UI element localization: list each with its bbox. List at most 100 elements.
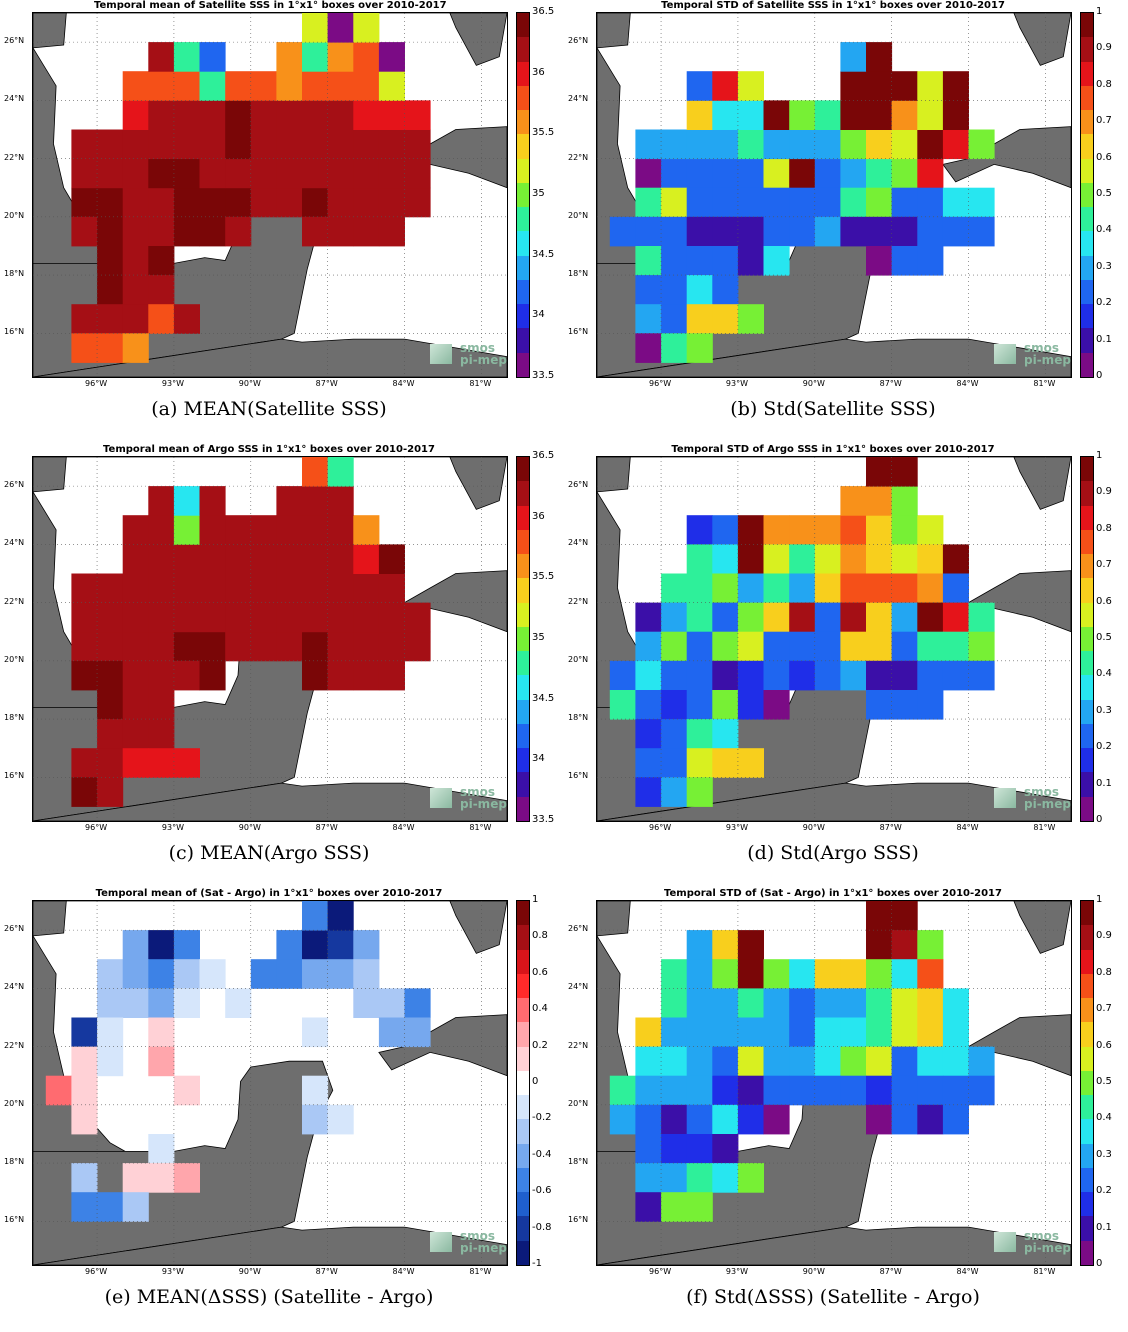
heatmap-cell <box>148 1134 175 1164</box>
colorbar-tick-label: 0.1 <box>1096 777 1112 789</box>
heatmap-cell <box>302 486 329 516</box>
colorbar-tick-label: 0.8 <box>1096 78 1112 90</box>
colorbar-segment <box>1081 352 1093 378</box>
colorbar-tick-label: 1 <box>1096 894 1103 905</box>
heatmap-cell <box>840 1017 867 1048</box>
heatmap-cell <box>635 602 662 633</box>
heatmap-cell <box>686 719 713 749</box>
colorbar-segment <box>1081 182 1093 208</box>
heatmap-cell <box>276 42 303 72</box>
heatmap-cell <box>712 1017 739 1048</box>
heatmap-cell <box>302 959 329 989</box>
heatmap-svg <box>597 457 1071 821</box>
x-tick-label: 84°W <box>956 1267 979 1276</box>
heatmap-cell <box>942 544 969 574</box>
heatmap-cell <box>763 515 790 545</box>
logo-text: smos <box>460 785 496 799</box>
heatmap-cell <box>276 515 303 545</box>
heatmap-cell <box>97 275 124 305</box>
colorbar-segment <box>517 1143 529 1169</box>
colorbar-tick-label: 0 <box>1096 1258 1103 1269</box>
y-tick-label: 18°N <box>568 1157 589 1167</box>
heatmap-cell <box>789 988 816 1018</box>
colorbar-segment <box>517 328 529 354</box>
heatmap-cell <box>737 129 764 160</box>
heatmap-cell <box>199 573 226 604</box>
heatmap-cell <box>173 187 200 218</box>
heatmap-cell <box>276 602 303 633</box>
heatmap-cell <box>917 959 944 989</box>
colorbar-segment <box>1081 651 1093 676</box>
colorbar-tick-label: 0.7 <box>1096 1003 1112 1015</box>
land-mass <box>33 13 507 66</box>
colorbar-tick-label: 0.8 <box>532 930 548 942</box>
heatmap-cell <box>199 486 226 516</box>
heatmap-cell <box>814 959 841 989</box>
heatmap-cell <box>686 333 713 363</box>
map-plot-area <box>32 900 508 1266</box>
heatmap-cell <box>635 690 662 720</box>
heatmap-cell <box>122 690 149 720</box>
heatmap-cell <box>276 544 303 574</box>
colorbar-segment <box>517 651 529 676</box>
heatmap-cell <box>378 573 405 604</box>
heatmap-cell <box>737 1046 764 1077</box>
colorbar-tick-label: 0.3 <box>1096 704 1112 716</box>
heatmap-cell <box>122 275 149 305</box>
heatmap-cell <box>789 544 816 574</box>
colorbar <box>1080 900 1094 1266</box>
heatmap-cell <box>635 719 662 749</box>
colorbar-tick-label: 36.5 <box>532 6 555 17</box>
colorbar-segment <box>1081 481 1093 507</box>
colorbar-tick-label: 0.6 <box>532 966 548 978</box>
x-tick-label: 81°W <box>469 379 492 388</box>
heatmap-cell <box>173 988 200 1018</box>
y-tick-label: 16°N <box>568 1215 589 1225</box>
heatmap-cell <box>250 959 277 989</box>
x-tick-label: 84°W <box>392 1267 415 1276</box>
heatmap-cell <box>891 457 918 487</box>
heatmap-svg <box>33 13 507 377</box>
heatmap-cell <box>866 486 893 516</box>
heatmap-cell <box>866 690 893 720</box>
x-tick-label: 84°W <box>956 379 979 388</box>
heatmap-cell <box>712 1134 739 1164</box>
heatmap-cell <box>302 129 329 160</box>
land-mass <box>597 782 1071 821</box>
heatmap-cell <box>891 1046 918 1077</box>
heatmap-cell <box>97 959 124 989</box>
heatmap-cell <box>250 71 277 101</box>
colorbar-segment <box>1081 279 1093 305</box>
heatmap-cell <box>814 100 841 130</box>
heatmap-cell <box>763 187 790 218</box>
colorbar-tick-label: 0.9 <box>1096 42 1112 54</box>
heatmap-cell <box>840 573 867 604</box>
heatmap-cell <box>97 1192 124 1222</box>
heatmap-cell <box>378 71 405 101</box>
heatmap-cell <box>968 631 995 662</box>
map-plot-area <box>596 456 1072 822</box>
heatmap-cell <box>661 1163 688 1193</box>
heatmap-cell <box>712 660 739 691</box>
heatmap-cell <box>763 988 790 1018</box>
x-tick-label: 96°W <box>85 823 108 832</box>
heatmap-cell <box>71 1163 98 1193</box>
colorbar-segment <box>517 723 529 749</box>
colorbar-segment <box>1081 1167 1093 1193</box>
heatmap-cell <box>789 959 816 989</box>
heatmap-cell <box>302 457 329 487</box>
x-tick-label: 81°W <box>1033 823 1056 832</box>
heatmap-cell <box>635 1075 662 1106</box>
heatmap-cell <box>225 216 252 247</box>
heatmap-cell <box>866 631 893 662</box>
colorbar-tick-label: 36 <box>532 66 545 78</box>
heatmap-cell <box>302 216 329 247</box>
heatmap-cell <box>404 129 431 160</box>
x-tick-label: 93°W <box>725 823 748 832</box>
heatmap-cell <box>712 1046 739 1077</box>
colorbar-tick-label: 0.2 <box>1096 1185 1112 1197</box>
colorbar-segment <box>517 748 529 773</box>
heatmap-cell <box>327 515 354 545</box>
y-tick-label: 22°N <box>4 152 25 162</box>
heatmap-cell <box>225 187 252 218</box>
